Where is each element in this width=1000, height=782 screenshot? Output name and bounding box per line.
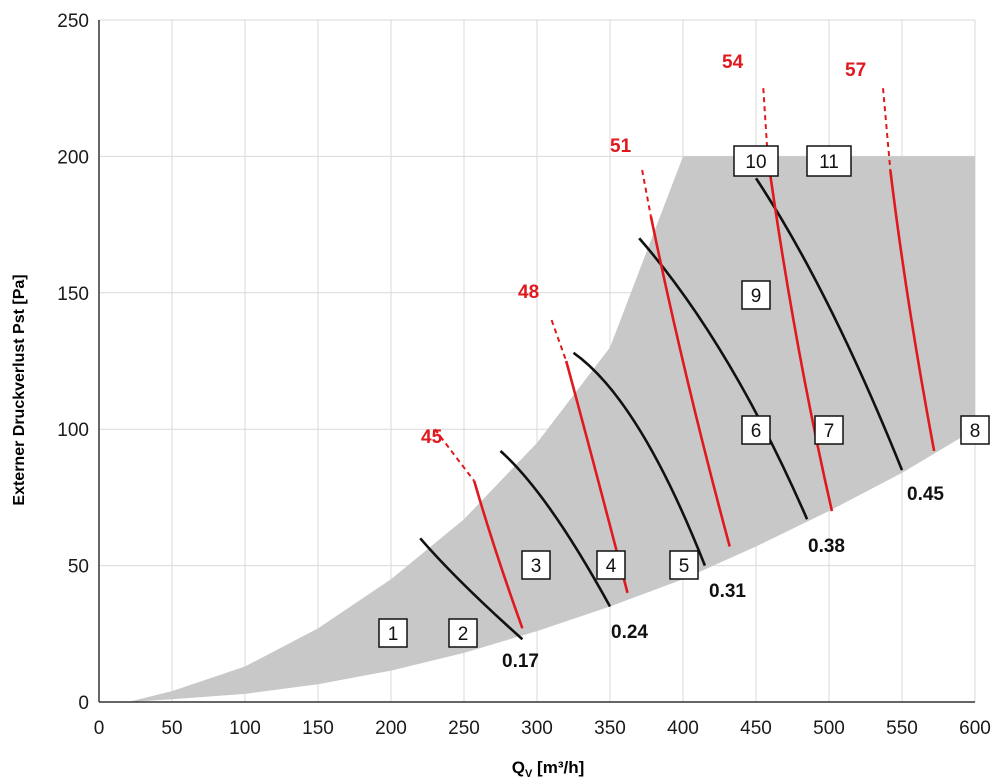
x-tick-label-400: 400: [667, 718, 699, 739]
curve-label-0.38: 0.38: [808, 536, 845, 557]
curve-label-51: 51: [610, 136, 632, 157]
region-label-10: 10: [733, 145, 779, 177]
svg-text:10: 10: [745, 152, 766, 173]
region-label-11: 11: [806, 145, 852, 177]
curve-label-54: 54: [722, 52, 744, 73]
x-axis-label-sub: V: [525, 768, 533, 780]
y-tick-label-50: 50: [68, 557, 89, 578]
curve-label-45: 45: [421, 427, 443, 448]
region-label-7: 7: [814, 415, 844, 445]
y-tick-label-0: 0: [78, 693, 89, 714]
region-label-8: 8: [960, 415, 990, 445]
x-tick-label-300: 300: [521, 718, 553, 739]
svg-text:5: 5: [679, 556, 690, 577]
x-tick-label-0: 0: [94, 718, 105, 739]
y-tick-label-250: 250: [57, 11, 89, 32]
curve-label-0.31: 0.31: [709, 581, 746, 602]
x-axis-label: QV [m³/h]: [512, 758, 585, 780]
y-tick-label-200: 200: [57, 147, 89, 168]
black-curve-0.31: [572, 351, 707, 567]
x-tick-label-200: 200: [375, 718, 407, 739]
y-axis-label: Externer Druckverlust Pst [Pa]: [11, 274, 28, 505]
x-axis-label-main: Q: [512, 758, 525, 777]
svg-text:11: 11: [819, 152, 839, 173]
svg-text:3: 3: [531, 556, 542, 577]
x-axis-label-rest: [m³/h]: [532, 758, 584, 777]
svg-text:4: 4: [606, 556, 617, 577]
black-curve-0.17: [419, 537, 524, 641]
red-leader-51: [641, 169, 652, 217]
y-tick-label-100: 100: [57, 420, 89, 441]
region-label-6: 6: [741, 415, 771, 445]
red-curve-45: [472, 480, 524, 629]
red-leader-45: [434, 428, 476, 482]
x-tick-label-550: 550: [886, 718, 918, 739]
x-tick-label-150: 150: [302, 718, 334, 739]
curve-label-48: 48: [518, 282, 539, 303]
red-leader-48: [550, 319, 568, 362]
region-label-4: 4: [596, 550, 626, 580]
curve-label-0.17: 0.17: [502, 651, 539, 672]
x-tick-label-250: 250: [448, 718, 480, 739]
svg-text:1: 1: [388, 624, 399, 645]
x-tick-label-600: 600: [959, 718, 991, 739]
svg-text:2: 2: [458, 624, 469, 645]
red-leader-57: [882, 88, 892, 171]
x-tick-label-500: 500: [813, 718, 845, 739]
ticks: 0 50 100 150 200 250 300 350 400 450 500 550 600 0 50 1…: [57, 11, 991, 739]
svg-text:6: 6: [751, 421, 762, 442]
y-tick-label-150: 150: [57, 284, 89, 305]
curve-label-57: 57: [845, 60, 866, 81]
red-curve-57: [889, 169, 936, 452]
black-curve-0.24: [499, 450, 612, 608]
red-curve-51: [649, 216, 731, 547]
x-tick-label-100: 100: [229, 718, 261, 739]
curve-label-0.24: 0.24: [611, 622, 648, 643]
region-label-2: 2: [448, 618, 478, 648]
svg-text:8: 8: [970, 421, 981, 442]
x-tick-label-350: 350: [594, 718, 626, 739]
region-label-3: 3: [521, 550, 551, 580]
region-label-1: 1: [378, 618, 408, 648]
region-label-9: 9: [741, 280, 771, 310]
x-tick-label-50: 50: [161, 718, 182, 739]
x-tick-label-450: 450: [740, 718, 772, 739]
curve-label-0.45: 0.45: [907, 484, 944, 505]
svg-text:9: 9: [751, 286, 762, 307]
red-curve-54: [766, 156, 834, 512]
red-leader-54: [762, 88, 769, 157]
region-label-5: 5: [669, 550, 699, 580]
svg-text:7: 7: [824, 421, 835, 442]
